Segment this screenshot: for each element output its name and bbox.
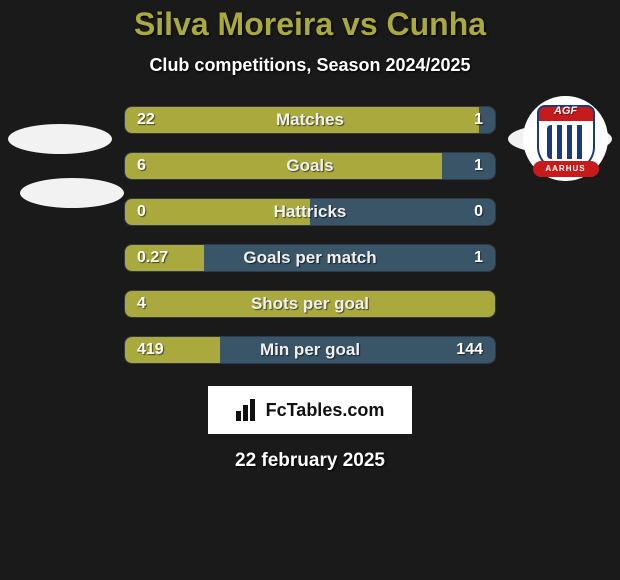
stat-value-left: 6 xyxy=(125,153,158,179)
stat-value-right: 1 xyxy=(462,153,495,179)
stat-value-left: 0 xyxy=(125,199,158,225)
left-avatar-shadow-2 xyxy=(20,178,124,208)
stat-label: Goals per match xyxy=(125,245,495,271)
stat-label: Goals xyxy=(125,153,495,179)
right-club-crest: AGF AARHUS xyxy=(523,96,608,181)
fctables-text: FcTables.com xyxy=(266,400,385,421)
title: Silva Moreira vs Cunha xyxy=(0,6,620,43)
stat-value-right xyxy=(471,291,495,317)
stat-value-right: 1 xyxy=(462,107,495,133)
stat-value-right: 1 xyxy=(462,245,495,271)
stat-value-right: 0 xyxy=(462,199,495,225)
stat-row: Goals6 1 xyxy=(124,152,496,180)
stat-label: Min per goal xyxy=(125,337,495,363)
stat-value-left: 419 xyxy=(125,337,176,363)
subtitle: Club competitions, Season 2024/2025 xyxy=(0,55,620,76)
stat-value-left: 4 xyxy=(125,291,158,317)
fctables-badge: FcTables.com xyxy=(208,386,412,434)
stat-label: Shots per goal xyxy=(125,291,495,317)
stat-row: Min per goal419 144 xyxy=(124,336,496,364)
stat-value-left: 22 xyxy=(125,107,167,133)
date-text: 22 february 2025 xyxy=(0,450,620,472)
stat-value-left: 0.27 xyxy=(125,245,180,271)
crest-top-text: AGF xyxy=(554,105,577,117)
stat-label: Hattricks xyxy=(125,199,495,225)
left-avatar-shadow-1 xyxy=(8,124,112,154)
stat-row: Shots per goal4 xyxy=(124,290,496,318)
stat-row: Matches22 1 xyxy=(124,106,496,134)
stat-value-right: 144 xyxy=(444,337,495,363)
stat-label: Matches xyxy=(125,107,495,133)
stat-row: Hattricks0 0 xyxy=(124,198,496,226)
comparison-infographic: Silva Moreira vs Cunha Club competitions… xyxy=(0,0,620,472)
barchart-icon xyxy=(236,399,258,421)
agf-crest: AGF AARHUS xyxy=(537,105,595,173)
crest-stripes xyxy=(547,125,585,159)
stat-row: Goals per match0.27 1 xyxy=(124,244,496,272)
crest-banner: AARHUS xyxy=(533,161,599,177)
